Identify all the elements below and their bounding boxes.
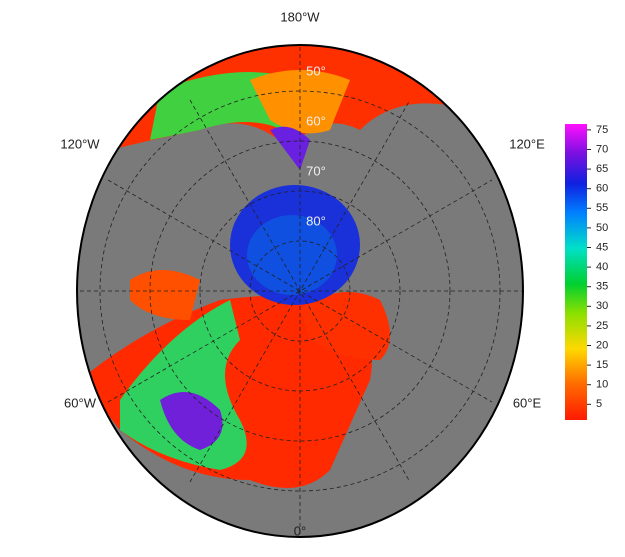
longitude-label: 180°W bbox=[280, 9, 320, 24]
colorbar-tick-label: 50 bbox=[596, 222, 608, 234]
colorbar-tick-label: 45 bbox=[596, 241, 608, 253]
meridians bbox=[80, 45, 523, 537]
map-disk bbox=[77, 45, 523, 537]
pacific-field bbox=[250, 70, 350, 134]
central-arctic bbox=[247, 215, 337, 295]
colorbar-tick-label: 70 bbox=[596, 143, 608, 155]
latitude-label: 70° bbox=[306, 163, 326, 178]
latitude-label: 50° bbox=[306, 63, 326, 78]
colorbar-scale bbox=[565, 124, 587, 420]
latitude-label: 80° bbox=[306, 213, 326, 228]
latitude-label: 60° bbox=[306, 113, 326, 128]
longitude-label: 120°W bbox=[60, 136, 100, 151]
colorbar-tick-label: 25 bbox=[596, 320, 608, 332]
longitude-label: 60°E bbox=[513, 395, 542, 410]
colorbar-tick-label: 35 bbox=[596, 281, 608, 293]
colorbar-tick-label: 30 bbox=[596, 300, 608, 312]
colorbar-tick-label: 5 bbox=[596, 398, 602, 410]
barents-field bbox=[300, 292, 390, 360]
colorbar-tick-label: 10 bbox=[596, 379, 608, 391]
longitude-label: 60°W bbox=[64, 395, 97, 410]
longitude-label: 0° bbox=[294, 523, 306, 538]
colorbar-tick-label: 15 bbox=[596, 359, 608, 371]
colorbar-tick-label: 55 bbox=[596, 202, 608, 214]
colorbar-tick-label: 75 bbox=[596, 124, 608, 136]
colorbar-tick-label: 20 bbox=[596, 339, 608, 351]
colorbar-tick-label: 65 bbox=[596, 163, 608, 175]
atlantic-field bbox=[160, 392, 223, 450]
colorbar-tick-label: 40 bbox=[596, 261, 608, 273]
longitude-label: 120°E bbox=[509, 136, 545, 151]
colorbar: 5 10 15 20 25 30 35 40 45 50 55 60 65 70 75 bbox=[565, 124, 608, 420]
hudson-field bbox=[130, 270, 200, 320]
colorbar-tick-label: 60 bbox=[596, 183, 608, 195]
map-boundary bbox=[76, 44, 524, 538]
